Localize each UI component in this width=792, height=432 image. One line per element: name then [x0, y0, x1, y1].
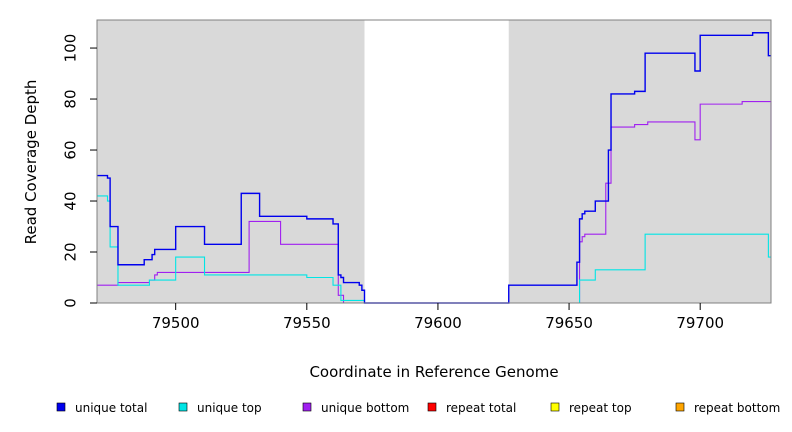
legend-label: repeat top: [569, 401, 632, 415]
legend-label: repeat total: [446, 401, 516, 415]
y-tick-label: 60: [62, 140, 80, 159]
legend-label: repeat bottom: [694, 401, 780, 415]
series-line-unique-top: [97, 195, 771, 304]
legend-swatch: [56, 402, 66, 412]
legend-swatch: [427, 402, 437, 412]
plot-frame: [96, 19, 772, 304]
legend: unique total unique top unique bottom repea…: [56, 401, 780, 415]
y-axis: 0 20 40 60 80 100: [62, 34, 97, 308]
legend-swatch: [302, 402, 312, 412]
legend-label: unique bottom: [321, 401, 409, 415]
x-tick-label: 79600: [414, 314, 462, 332]
y-tick-label: 80: [62, 89, 80, 108]
legend-item-unique-top: unique top: [178, 401, 262, 415]
plot-background: [97, 20, 771, 303]
y-tick-label: 0: [62, 298, 80, 308]
x-axis: 79500 79550 79600 79650 79700: [152, 303, 724, 332]
shaded-region-1: [508, 20, 771, 303]
legend-item-unique-bottom: unique bottom: [302, 401, 409, 415]
legend-swatch: [178, 402, 188, 412]
y-axis-title: Read Coverage Depth: [22, 80, 40, 245]
x-tick-label: 79650: [545, 314, 593, 332]
shaded-region-0: [97, 20, 365, 303]
legend-item-repeat-top: repeat top: [550, 401, 632, 415]
legend-label: unique top: [197, 401, 262, 415]
y-tick-label: 100: [62, 34, 80, 63]
x-axis-title: Coordinate in Reference Genome: [309, 363, 558, 381]
x-tick-label: 79700: [676, 314, 724, 332]
legend-swatch: [675, 402, 685, 412]
legend-label: unique total: [75, 401, 147, 415]
axes: 79500 79550 79600 79650 79700 0 20 40 60 80 100: [62, 34, 725, 332]
y-tick-label: 20: [62, 242, 80, 261]
x-tick-label: 79500: [152, 314, 200, 332]
legend-swatch: [550, 402, 560, 412]
legend-item-unique-total: unique total: [56, 401, 147, 415]
x-tick-label: 79550: [283, 314, 331, 332]
legend-item-repeat-total: repeat total: [427, 401, 516, 415]
series-line-unique-total: [97, 32, 771, 304]
y-tick-label: 40: [62, 191, 80, 210]
legend-item-repeat-bottom: repeat bottom: [675, 401, 780, 415]
